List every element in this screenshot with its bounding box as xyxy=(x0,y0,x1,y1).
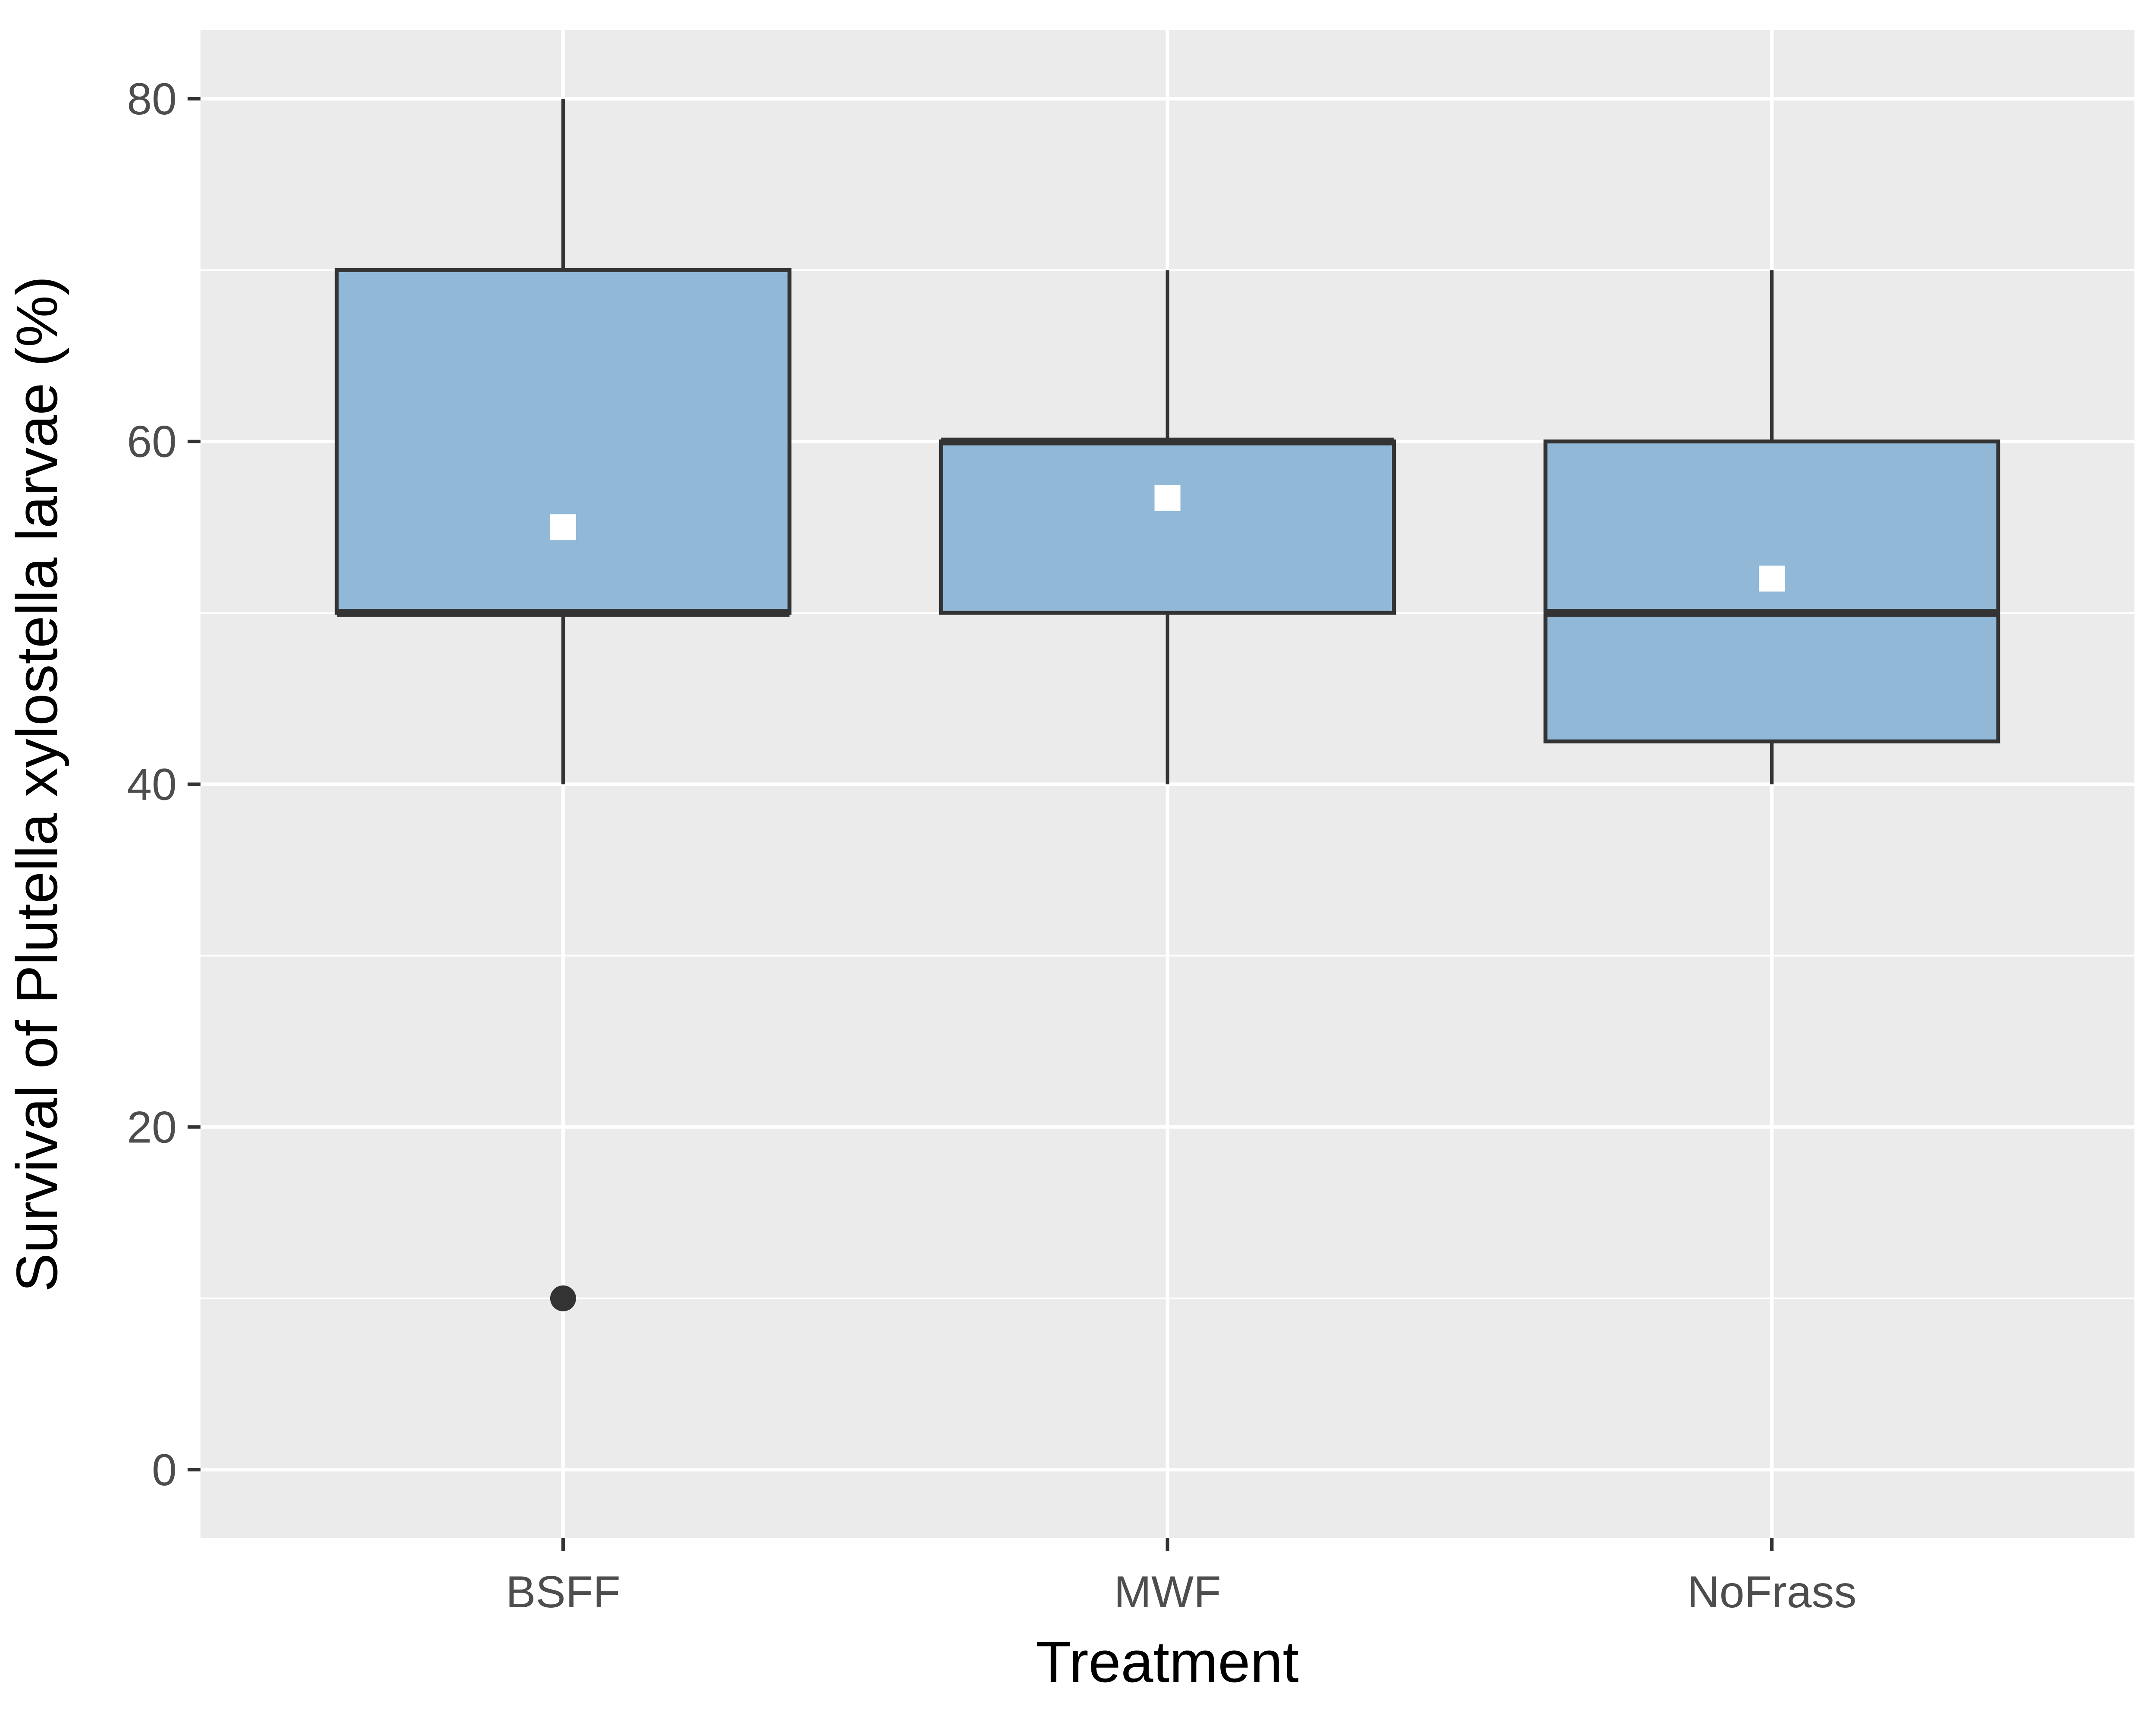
box-mwf xyxy=(939,270,1396,784)
boxes xyxy=(335,98,2000,1311)
y-tick-label: 80 xyxy=(127,74,177,124)
axes xyxy=(188,97,1774,1551)
mean-marker xyxy=(550,514,576,540)
y-tick-label: 60 xyxy=(127,417,177,467)
y-tick-label: 40 xyxy=(127,760,177,810)
y-axis-title: Survival of Plutella xylostella larvae (… xyxy=(4,276,69,1292)
box-bsff xyxy=(335,98,792,1311)
labels: 0 20 40 60 80 BSFF MWF NoFrass xyxy=(127,74,1856,1617)
y-tick-label: 0 xyxy=(152,1445,177,1495)
x-tick-label: NoFrass xyxy=(1687,1567,1857,1617)
box-body xyxy=(939,439,1396,615)
x-axis-title: Treatment xyxy=(1036,1629,1299,1694)
outlier-point xyxy=(550,1285,576,1311)
mean-marker xyxy=(1759,565,1785,592)
x-tick-label: MWF xyxy=(1114,1567,1221,1617)
mean-marker xyxy=(1154,485,1181,511)
box-body xyxy=(335,268,792,615)
x-tick-label: BSFF xyxy=(506,1567,620,1617)
y-tick-label: 20 xyxy=(127,1102,177,1152)
box-nofrass xyxy=(1543,270,2000,784)
